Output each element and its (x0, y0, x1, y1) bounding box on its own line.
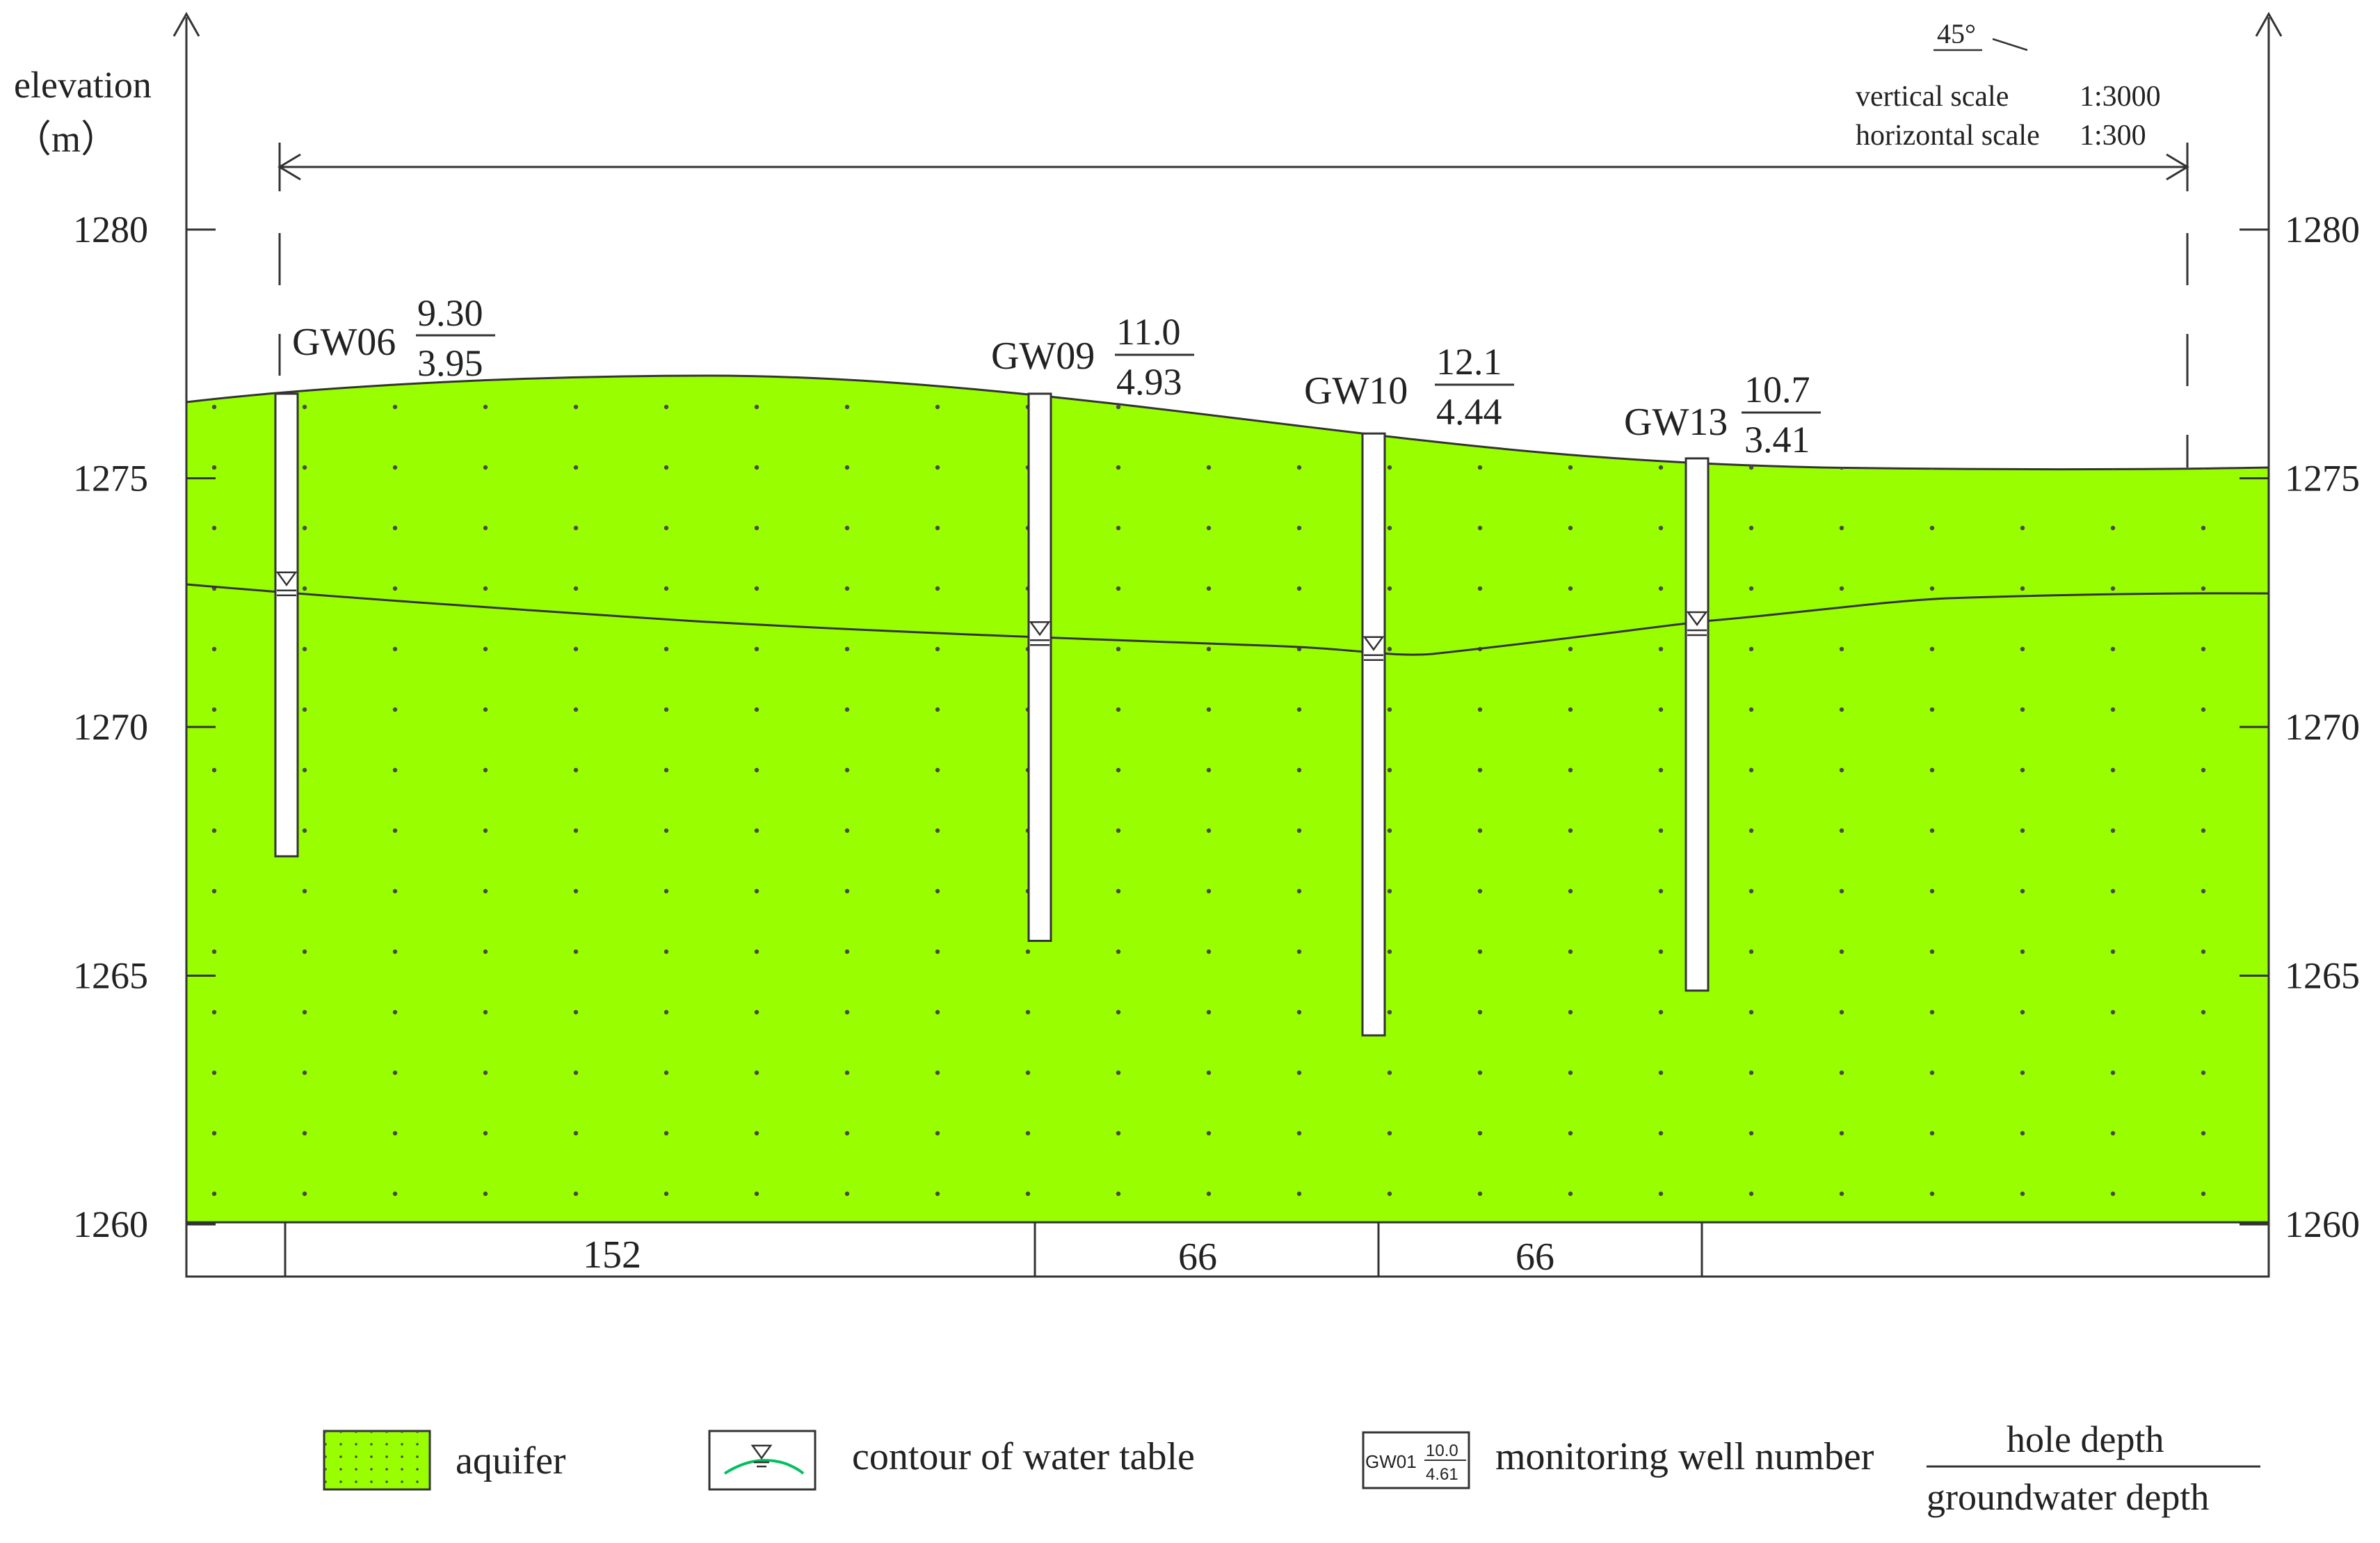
well-bore (274, 392, 299, 858)
well-label-gw09: GW09 11.0 4.93 (991, 311, 1194, 403)
svg-text:GW01: GW01 (1365, 1451, 1417, 1472)
water-level-symbol-icon (750, 1444, 773, 1460)
horizontal-scale-label: horizontal scale (1856, 120, 2040, 152)
right-tick-label: 1270 (2285, 706, 2360, 748)
well-bore (1685, 457, 1710, 992)
well-hole-depth: 9.30 (417, 292, 483, 334)
well-groundwater-depth: 4.44 (1436, 391, 1502, 433)
left-tick-label: 1270 (73, 706, 148, 748)
water-level-marker-icon (1686, 611, 1708, 627)
legend-water-table-label: contour of water table (852, 1435, 1195, 1478)
distance-bar (185, 1221, 2270, 1278)
legend-aquifer: aquifer (323, 1430, 566, 1491)
left-tick-label: 1275 (73, 458, 148, 499)
water-level-marker-icon (1029, 621, 1051, 637)
svg-text:10.0: 10.0 (1426, 1441, 1458, 1460)
well-gw09 (1027, 392, 1052, 942)
right-tick-label: 1275 (2285, 458, 2360, 499)
left-tick-label: 1260 (73, 1204, 148, 1245)
well-id: GW13 (1624, 401, 1728, 444)
well-gw13 (1685, 457, 1710, 992)
wells-layer (274, 392, 1710, 1037)
well-gw06 (274, 392, 299, 858)
well-id: GW09 (991, 335, 1095, 378)
scale-angle-ray (1992, 38, 2028, 51)
well-groundwater-depth: 3.41 (1744, 419, 1810, 461)
well-id: GW10 (1304, 369, 1408, 413)
well-bore (1027, 392, 1052, 942)
well-groundwater-depth: 4.93 (1116, 361, 1182, 403)
right-tick-label: 1265 (2285, 955, 2360, 997)
legend-hole-depth-label: hole depth (2007, 1418, 2164, 1460)
right-axis (2255, 11, 2283, 1222)
well-hole-depth: 10.7 (1744, 369, 1810, 410)
span-arrow (278, 143, 2189, 467)
well-bore (1361, 432, 1386, 1037)
legend: aquifer contour of water table GW01 10.0… (323, 1418, 2260, 1518)
vertical-scale-label: vertical scale (1856, 81, 2009, 113)
left-tick-label: 1265 (73, 955, 148, 997)
axis-unit: （m） (14, 118, 118, 160)
axis-label: elevation (14, 64, 152, 106)
svg-text:4.61: 4.61 (1426, 1465, 1458, 1484)
distance-label: 152 (583, 1233, 641, 1277)
distance-label: 66 (1178, 1236, 1217, 1279)
scale-angle: 45° (1937, 18, 1976, 49)
left-axis (172, 11, 200, 1222)
distance-label: 66 (1515, 1236, 1554, 1279)
right-tick-label: 1260 (2285, 1204, 2360, 1245)
legend-monitoring-well: GW01 10.0 4.61 monitoring well number ho… (1362, 1418, 2260, 1518)
well-label-gw10: GW10 12.1 4.44 (1304, 341, 1514, 433)
legend-groundwater-depth-label: groundwater depth (1927, 1476, 2209, 1518)
left-tick-marks: 1280 1275 1270 1265 1260 (73, 209, 216, 1245)
well-hole-depth: 12.1 (1436, 341, 1502, 383)
well-label-gw06: GW06 9.30 3.95 (292, 292, 495, 384)
horizontal-scale-value: 1:300 (2080, 120, 2146, 152)
water-level-marker-icon (1362, 636, 1385, 651)
water-table-line (186, 583, 2269, 656)
vertical-scale-value: 1:3000 (2080, 81, 2161, 113)
well-groundwater-depth: 3.95 (417, 342, 483, 384)
legend-monitoring-label: monitoring well number (1495, 1435, 1874, 1478)
right-tick-marks: 1280 1275 1270 1265 1260 (2240, 209, 2360, 1245)
well-label-gw13: GW13 10.7 3.41 (1624, 369, 1821, 461)
well-hole-depth: 11.0 (1116, 311, 1181, 353)
well-id: GW06 (292, 321, 396, 364)
aquifer-dot-pattern (186, 376, 2269, 1222)
legend-aquifer-label: aquifer (456, 1439, 566, 1482)
legend-water-table: contour of water table (708, 1430, 1195, 1491)
water-level-marker-icon (275, 571, 298, 586)
left-tick-label: 1280 (73, 209, 148, 250)
well-gw10 (1361, 432, 1386, 1037)
right-tick-label: 1280 (2285, 209, 2360, 250)
